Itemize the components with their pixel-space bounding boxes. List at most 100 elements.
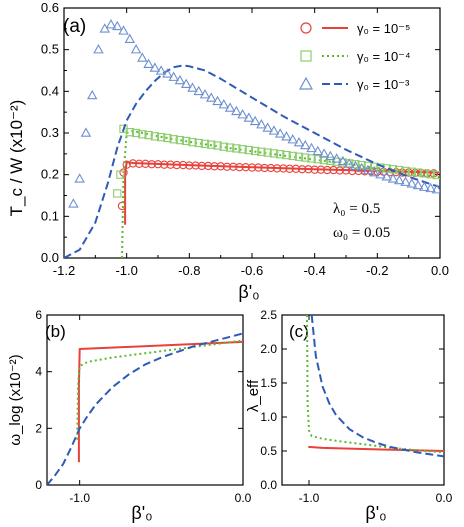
y-tick-label: 0.5 [41, 42, 59, 57]
panel-a-y-axis-label: T_c / W (x10⁻²) [7, 100, 26, 217]
data-point-triangle [212, 95, 223, 106]
data-point-square [238, 145, 247, 154]
y-tick-label: 0.6 [41, 0, 59, 15]
data-point-square [288, 151, 297, 161]
data-point-triangle [224, 102, 236, 112]
y-tick-label: 0.5 [260, 444, 277, 458]
data-point-triangle [356, 162, 367, 173]
data-point-square [138, 130, 147, 139]
data-point-triangle [412, 179, 424, 190]
panel-c-plot-area [306, 315, 444, 458]
x-tick-label: 0.0 [436, 491, 453, 505]
x-tick-label: -0.6 [241, 263, 263, 278]
data-point-square [213, 141, 222, 150]
panel-c-y-axis-label: λ_eff [245, 379, 262, 412]
data-point-triangle [312, 145, 324, 156]
data-point-triangle [400, 176, 411, 186]
data-point-triangle [105, 19, 117, 29]
series-dotted-line [306, 315, 444, 454]
data-point-circle [191, 161, 200, 170]
data-point-circle [117, 201, 127, 211]
y-tick-label: 0.0 [260, 478, 277, 492]
data-point-circle [247, 163, 257, 172]
data-point-circle [128, 159, 138, 168]
panel-b-y-axis-label: ω_log (x10⁻²) [7, 354, 24, 445]
data-point-triangle [193, 85, 204, 96]
data-point-circle [122, 160, 131, 169]
data-point-square [257, 147, 266, 156]
data-point-square [225, 143, 235, 152]
data-point-triangle [149, 62, 161, 72]
data-point-triangle [118, 25, 129, 35]
legend-marker-circle [300, 22, 312, 34]
data-point-triangle [306, 142, 317, 153]
x-tick-label: -1.0 [115, 263, 137, 278]
data-point-circle [329, 165, 338, 175]
y-tick-label: 0.2 [41, 167, 59, 182]
data-point-triangle [80, 127, 92, 137]
data-point-circle [323, 165, 332, 175]
data-point-circle [266, 163, 275, 173]
data-point-circle [197, 161, 207, 171]
data-point-circle [235, 163, 244, 172]
data-point-triangle [199, 89, 211, 99]
x-tick-label: -1.0 [299, 491, 320, 505]
data-point-square [182, 136, 191, 146]
legend-marker-square [300, 50, 312, 62]
data-point-triangle [218, 99, 230, 109]
data-point-triangle [124, 33, 136, 44]
data-point-square [426, 170, 435, 179]
data-point-triangle [162, 68, 173, 78]
x-tick-label: -0.4 [303, 263, 325, 278]
data-point-square [413, 168, 423, 177]
data-point-triangle [343, 158, 355, 168]
y-tick-label: 1.5 [260, 376, 277, 390]
panel-a-annotation-lambda: λ₀ = 0.5 [333, 201, 380, 217]
data-point-circle [141, 159, 150, 168]
y-tick-label: 0.1 [41, 208, 59, 223]
y-tick-label: 2 [35, 421, 42, 435]
data-point-square [200, 139, 210, 148]
data-point-circle [203, 161, 213, 171]
data-point-square [326, 156, 335, 166]
data-point-square [250, 146, 260, 156]
data-point-circle [172, 160, 181, 170]
series-solid-line [77, 340, 243, 463]
data-point-triangle [425, 182, 436, 193]
data-point-square [188, 138, 197, 147]
data-point-circle [285, 164, 294, 173]
data-point-triangle [187, 82, 198, 92]
data-point-square [125, 128, 134, 137]
data-point-square [420, 169, 429, 178]
data-point-circle [147, 160, 156, 169]
x-tick-label: -1.0 [69, 491, 90, 505]
data-point-square [175, 135, 185, 145]
data-point-circle [241, 163, 250, 172]
x-tick-label: 0.0 [235, 491, 252, 505]
data-point-circle [279, 164, 288, 173]
data-point-triangle [262, 122, 273, 132]
legend-marker-triangle [298, 76, 314, 90]
data-point-square [244, 145, 254, 155]
panel-a-legend: γ₀ = 10⁻⁵ γ₀ = 10⁻⁴ γ₀ = 10⁻³ [298, 21, 411, 92]
data-point-triangle [256, 119, 267, 129]
legend-label-gamma-1e-5: γ₀ = 10⁻⁵ [357, 21, 410, 36]
series-dashed-line [47, 332, 243, 485]
data-point-triangle [325, 150, 336, 161]
panel-b-x-axis-label: β'₀ [131, 503, 152, 523]
panel-b-label: (b) [45, 322, 66, 341]
data-point-triangle [368, 166, 380, 177]
y-tick-label: 0 [35, 478, 42, 492]
data-point-triangle [381, 171, 392, 181]
data-point-triangle [287, 134, 298, 144]
series-dotted-line [76, 339, 243, 440]
data-point-triangle [318, 148, 330, 158]
panel-b: (b) β'₀ ω_log (x10⁻²) -1.0 0.0 0 2 4 6 [7, 308, 252, 523]
data-point-triangle [375, 169, 386, 179]
panel-a-frame [63, 7, 441, 259]
data-point-circle [260, 163, 269, 173]
series-solid-line [308, 445, 444, 452]
data-point-triangle [331, 153, 342, 163]
data-point-square [294, 152, 304, 161]
y-tick-label: 2.0 [260, 342, 277, 356]
